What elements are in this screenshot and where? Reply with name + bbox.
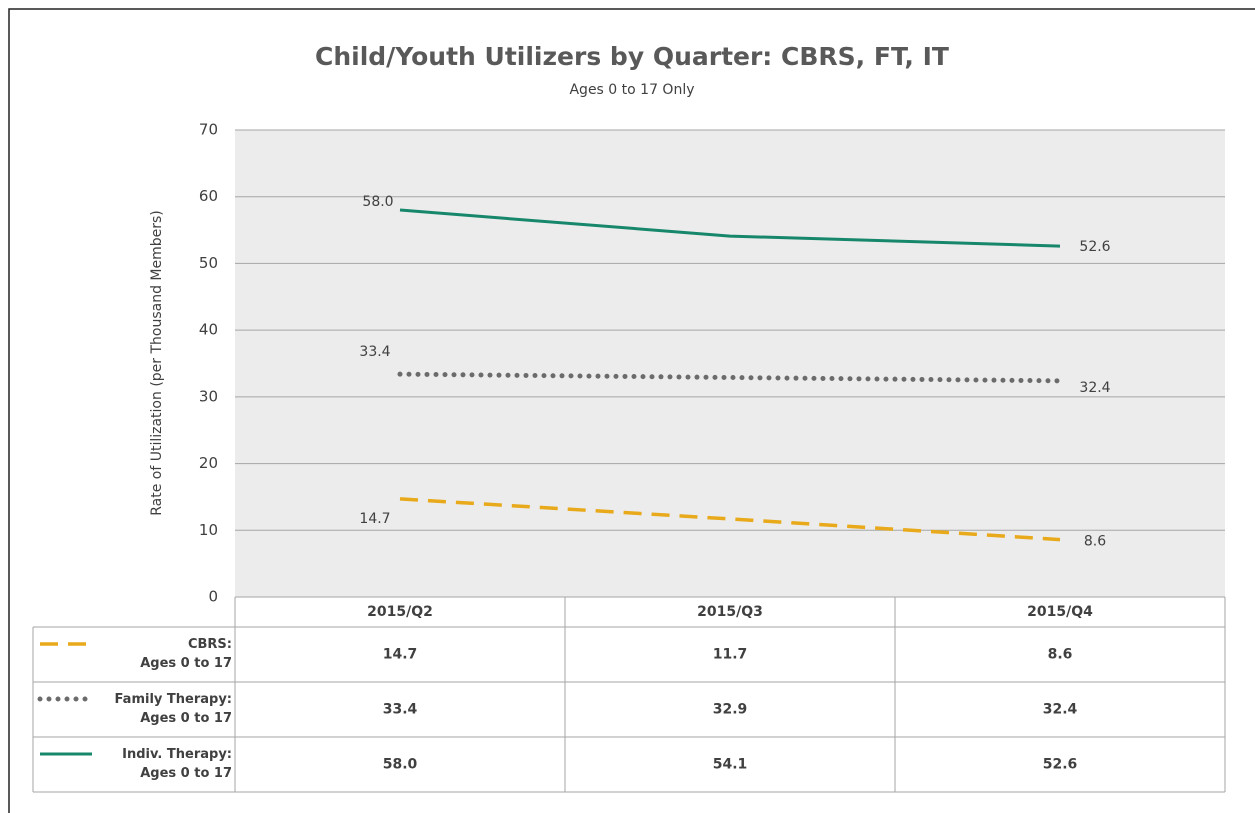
data-label: 33.4 bbox=[359, 344, 390, 360]
table-value: 32.4 bbox=[1043, 702, 1078, 718]
y-tick-label: 50 bbox=[199, 254, 218, 272]
data-label: 52.6 bbox=[1079, 239, 1110, 255]
table-value: 14.7 bbox=[383, 647, 418, 663]
legend-entry: Indiv. Therapy: Ages 0 to 17 bbox=[122, 747, 232, 781]
data-label: 14.7 bbox=[359, 511, 390, 527]
x-tick-label: 2015/Q4 bbox=[1027, 604, 1093, 620]
y-tick-label: 10 bbox=[199, 521, 218, 539]
y-tick-label: 60 bbox=[199, 187, 218, 205]
x-tick-label: 2015/Q3 bbox=[697, 604, 763, 620]
table-value: 11.7 bbox=[713, 647, 748, 663]
legend-entry: Family Therapy: Ages 0 to 17 bbox=[114, 692, 232, 726]
data-label: 58.0 bbox=[362, 194, 393, 210]
data-label: 32.4 bbox=[1079, 380, 1110, 396]
table-value: 52.6 bbox=[1043, 757, 1078, 773]
table-value: 58.0 bbox=[383, 757, 418, 773]
table-value: 8.6 bbox=[1048, 647, 1073, 663]
data-label: 8.6 bbox=[1084, 534, 1106, 550]
table-value: 33.4 bbox=[383, 702, 418, 718]
y-tick-label: 20 bbox=[199, 454, 218, 472]
y-tick-label: 40 bbox=[199, 321, 218, 339]
y-tick-label: 70 bbox=[199, 121, 218, 139]
legend-entry: CBRS: Ages 0 to 17 bbox=[140, 637, 232, 671]
series-line bbox=[397, 371, 1063, 384]
chart-subtitle: Ages 0 to 17 Only bbox=[569, 82, 694, 98]
y-tick-label: 30 bbox=[199, 387, 218, 405]
plot-area bbox=[235, 130, 1225, 597]
y-tick-label: 0 bbox=[208, 588, 218, 606]
x-tick-label: 2015/Q2 bbox=[367, 604, 433, 620]
chart-title: Child/Youth Utilizers by Quarter: CBRS, … bbox=[315, 42, 949, 71]
series-line bbox=[399, 208, 1061, 248]
table-value: 32.9 bbox=[713, 702, 748, 718]
y-axis-label: Rate of Utilization (per Thousand Member… bbox=[149, 210, 165, 516]
table-value: 54.1 bbox=[713, 757, 748, 773]
